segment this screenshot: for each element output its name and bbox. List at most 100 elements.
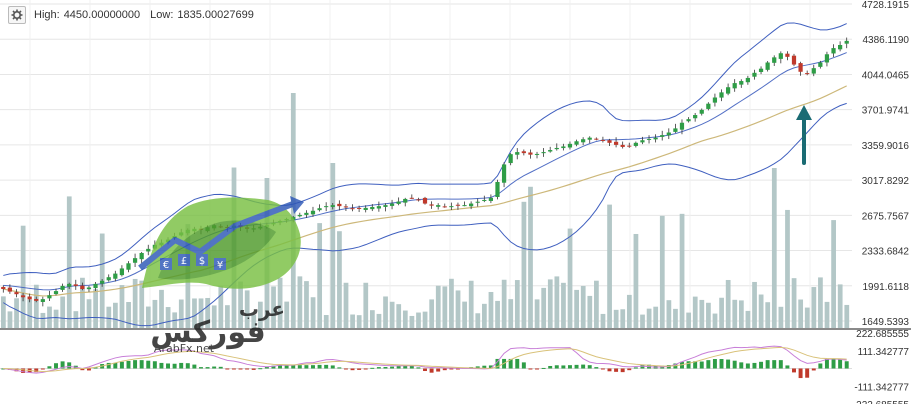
- volume-bar: [66, 196, 72, 328]
- candle-body: [20, 295, 26, 298]
- macd-histogram-bar: [251, 368, 256, 370]
- candle-body: [561, 146, 566, 149]
- candle-body: [811, 68, 816, 74]
- volume-bar: [14, 298, 19, 328]
- volume-bar: [396, 304, 402, 328]
- candle-body: [831, 48, 836, 54]
- candle-body: [627, 145, 632, 147]
- macd-histogram-bar: [805, 368, 810, 378]
- candle-body: [429, 204, 434, 206]
- macd-histogram-bar: [759, 361, 764, 369]
- volume-bar: [225, 305, 230, 328]
- volume-bar: [798, 299, 804, 328]
- volume-bar: [1, 296, 6, 328]
- macd-histogram-bar: [185, 363, 190, 369]
- candle-body: [548, 150, 553, 152]
- macd-histogram-bar: [258, 368, 263, 370]
- candle-body: [594, 138, 599, 140]
- macd-histogram-bar: [581, 364, 586, 369]
- volume-bar: [284, 301, 290, 328]
- volume-bar: [33, 284, 39, 328]
- y-tick-label: 3359.9016: [862, 141, 910, 152]
- candle-body: [409, 197, 414, 199]
- y-tick-label: 1991.6118: [862, 282, 909, 293]
- candle-body: [693, 115, 698, 119]
- volume-bar: [178, 299, 184, 328]
- candle-body: [40, 299, 45, 302]
- candle-body: [376, 206, 381, 209]
- candle-body: [343, 206, 349, 208]
- macd-histogram-bar: [14, 368, 19, 372]
- candle-body: [455, 204, 461, 206]
- volume-bar: [323, 315, 329, 328]
- macd-histogram-bar: [844, 361, 849, 369]
- volume-bar: [686, 312, 692, 328]
- candle-body: [297, 214, 302, 217]
- gear-icon: [11, 9, 23, 21]
- volume-bar: [40, 312, 46, 328]
- macd-histogram-bar: [291, 365, 296, 369]
- price-axis-ticks: 4728.1915 4386.1190 4044.0465 3701.9741 3359…: [862, 0, 910, 328]
- candle-body: [34, 298, 39, 301]
- volume-bar: [251, 315, 257, 328]
- settings-button[interactable]: [8, 6, 26, 24]
- macd-histogram-bar: [166, 363, 170, 369]
- macd-histogram-bar: [271, 365, 276, 369]
- macd-histogram-bar: [567, 365, 572, 369]
- macd-histogram-bar: [139, 360, 144, 369]
- macd-histogram-bar: [600, 368, 605, 370]
- volume-bar: [442, 286, 448, 328]
- candle-body: [337, 203, 342, 207]
- candle-body: [521, 151, 526, 154]
- macd-histogram-bar: [831, 358, 836, 369]
- volume-bar: [119, 285, 125, 328]
- volume-bar: [126, 301, 131, 328]
- macd-histogram-bar: [607, 368, 612, 372]
- candle-body: [139, 252, 144, 260]
- svg-text:ArabFx.net: ArabFx.net: [154, 342, 215, 355]
- volume-bar: [778, 306, 784, 328]
- candle-body: [304, 212, 309, 215]
- macd-histogram-bar: [179, 362, 184, 369]
- candle-body: [449, 206, 454, 208]
- volume-bar: [501, 279, 507, 328]
- macd-histogram-bar: [416, 367, 421, 369]
- volume-bar: [205, 297, 211, 328]
- volume-bar: [192, 298, 197, 328]
- volume-bar: [389, 301, 395, 328]
- volume-bar: [745, 310, 751, 328]
- volume-bar: [738, 300, 744, 328]
- candle-body: [824, 54, 830, 63]
- macd-histogram-bar: [304, 365, 309, 369]
- volume-bar: [435, 285, 441, 328]
- macd-histogram-bar: [528, 368, 533, 370]
- volume-bar: [330, 163, 336, 328]
- high-value: 4450.00000000: [63, 9, 141, 21]
- volume-bar: [113, 302, 118, 328]
- volume-bar: [673, 308, 678, 328]
- volume-bar: [580, 285, 586, 328]
- macd-histogram-bar: [535, 368, 539, 370]
- volume-bar: [514, 280, 520, 328]
- candle-body: [620, 144, 625, 147]
- chart-header: High: 4450.00000000 Low: 1835.00027699: [8, 6, 264, 24]
- volume-bar: [752, 281, 757, 328]
- macd-histogram-bar: [712, 359, 717, 369]
- macd-histogram-bar: [370, 367, 375, 369]
- candle-body: [673, 128, 678, 132]
- macd-histogram-bar: [278, 365, 283, 369]
- macd-histogram-bar: [798, 368, 803, 379]
- candle-body: [798, 63, 803, 72]
- candle-body: [324, 206, 329, 208]
- volume-bar: [758, 294, 764, 328]
- candle-body: [442, 206, 447, 208]
- macd-histogram-bar: [594, 367, 599, 369]
- candle-body: [113, 273, 118, 279]
- candle-body: [752, 72, 757, 77]
- candle-body: [14, 292, 19, 295]
- candle-body: [508, 154, 513, 164]
- volume-bar: [725, 279, 731, 328]
- macd-histogram-bar: [390, 366, 395, 369]
- volume-bar: [409, 315, 415, 328]
- chart-grid: [0, 0, 852, 328]
